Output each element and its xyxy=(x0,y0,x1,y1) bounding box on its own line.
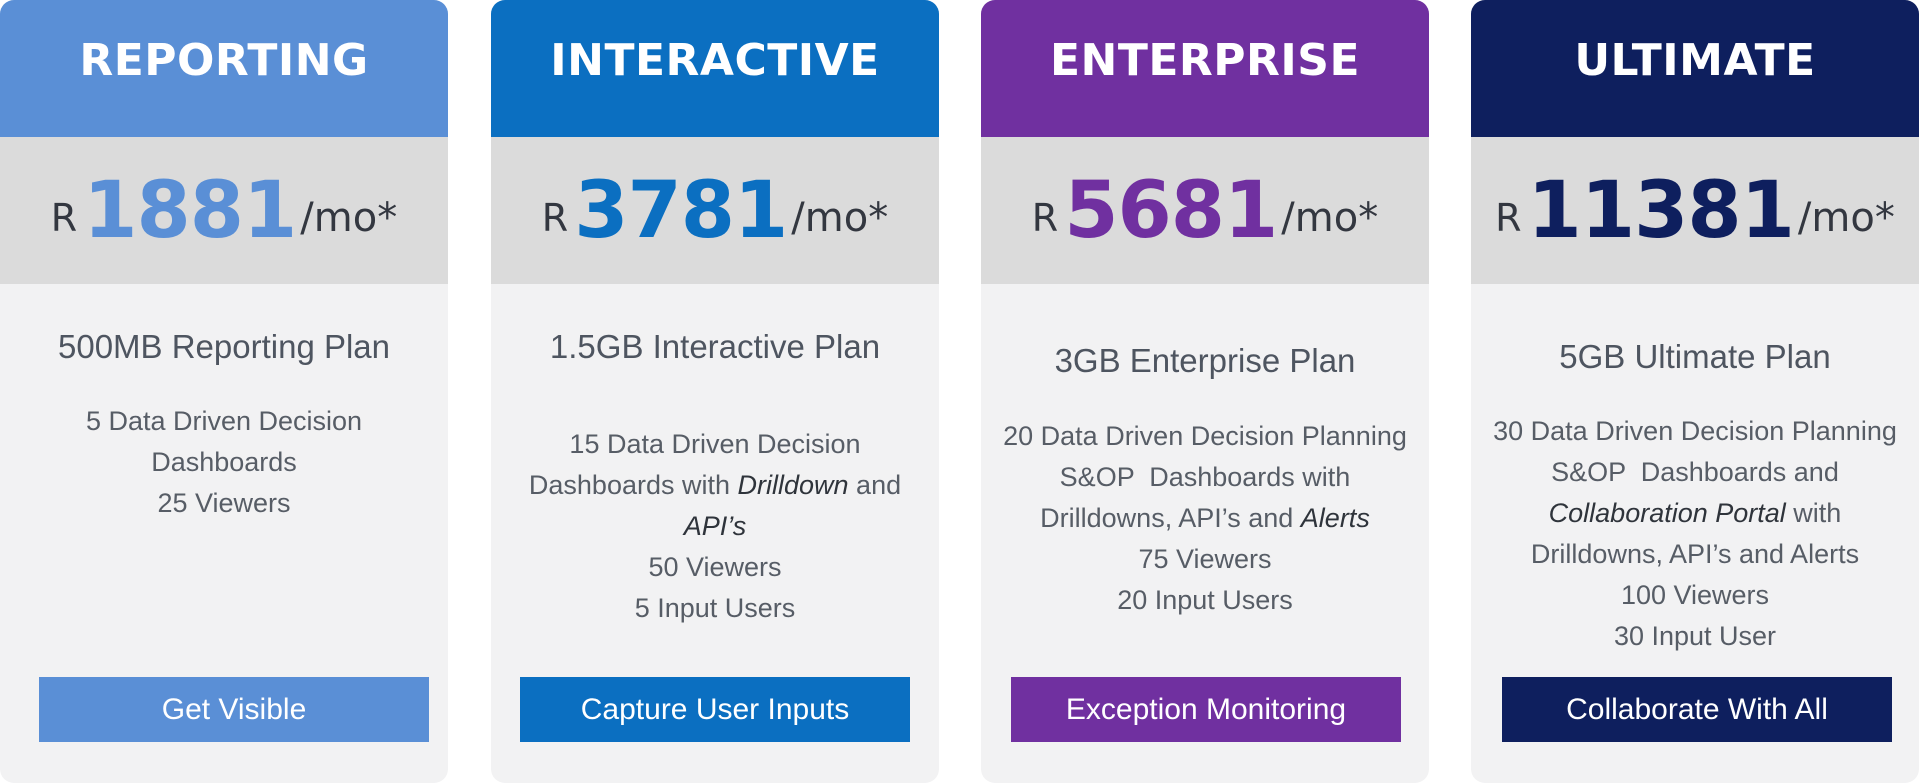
feature-text: Drilldowns, API’s and xyxy=(1040,503,1301,533)
feature-line: 25 Viewers xyxy=(157,488,291,518)
feature-line: Dashboards xyxy=(151,447,297,477)
feature-line: Drilldowns, API’s and Alerts xyxy=(981,498,1429,539)
price-enterprise: R 5681 /mo* xyxy=(981,137,1429,284)
price-amount: 3781 xyxy=(574,165,788,256)
plan-name-reporting: 500MB Reporting Plan xyxy=(57,328,391,365)
plan-card-reporting: REPORTING R 1881 /mo* 500MB Reporting Pl… xyxy=(0,0,448,783)
feature-text: Dashboards with xyxy=(528,470,738,500)
price-period: /mo* xyxy=(1797,194,1895,241)
price-amount: 5681 xyxy=(1064,165,1278,256)
feature-text: with xyxy=(1785,498,1842,528)
price-period: /mo* xyxy=(791,194,889,241)
price-currency: R xyxy=(1495,195,1522,240)
plan-card-ultimate: ULTIMATE R 11381 /mo* 5GB Ultimate Plan … xyxy=(1471,0,1919,783)
feature-line: 5 Input Users xyxy=(634,593,796,623)
feature-text: and xyxy=(848,470,902,500)
get-visible-button[interactable]: Get Visible xyxy=(39,677,429,742)
price-amount: 11381 xyxy=(1527,165,1795,256)
feature-line: Drilldowns, API’s and Alerts xyxy=(1530,539,1860,569)
feature-emphasis: Drilldown xyxy=(737,470,849,500)
plan-title-reporting: REPORTING xyxy=(0,0,448,137)
plan-title-interactive: INTERACTIVE xyxy=(491,0,939,137)
capture-user-inputs-button[interactable]: Capture User Inputs xyxy=(520,677,910,742)
feature-line: 20 Input Users xyxy=(1117,585,1293,615)
feature-list-reporting: 5 Data Driven Decision Dashboards 25 Vie… xyxy=(0,401,448,524)
feature-line: Dashboards with Drilldown and xyxy=(491,465,939,506)
plan-title-enterprise: ENTERPRISE xyxy=(981,0,1429,137)
price-period: /mo* xyxy=(300,194,398,241)
feature-line: 30 Data Driven Decision Planning xyxy=(1493,416,1897,446)
feature-line: API’s xyxy=(491,506,939,547)
feature-line: Collaboration Portal with xyxy=(1471,493,1919,534)
plan-title-ultimate: ULTIMATE xyxy=(1471,0,1919,137)
feature-list-ultimate: 30 Data Driven Decision Planning S&OP Da… xyxy=(1471,411,1919,657)
feature-line: 5 Data Driven Decision xyxy=(85,406,363,436)
feature-line: S&OP Dashboards and xyxy=(1551,457,1839,487)
price-ultimate: R 11381 /mo* xyxy=(1471,137,1919,284)
plan-name-ultimate: 5GB Ultimate Plan xyxy=(1559,338,1831,375)
price-reporting: R 1881 /mo* xyxy=(0,137,448,284)
price-interactive: R 3781 /mo* xyxy=(491,137,939,284)
feature-line: 30 Input User xyxy=(1613,621,1777,651)
feature-line: S&OP Dashboards with xyxy=(1059,462,1351,492)
feature-line: 100 Viewers xyxy=(1620,580,1770,610)
collaborate-with-all-button[interactable]: Collaborate With All xyxy=(1502,677,1892,742)
feature-emphasis: API’s xyxy=(683,511,747,541)
feature-line: 50 Viewers xyxy=(648,552,782,582)
plan-name-interactive: 1.5GB Interactive Plan xyxy=(549,328,881,365)
feature-emphasis: Alerts xyxy=(1300,503,1370,533)
feature-list-interactive: 15 Data Driven Decision Dashboards with … xyxy=(491,424,939,629)
plan-name-enterprise: 3GB Enterprise Plan xyxy=(1054,342,1356,379)
price-currency: R xyxy=(541,195,569,240)
feature-line: 15 Data Driven Decision xyxy=(569,429,861,459)
plan-card-enterprise: ENTERPRISE R 5681 /mo* 3GB Enterprise Pl… xyxy=(981,0,1429,783)
price-period: /mo* xyxy=(1281,194,1379,241)
exception-monitoring-button[interactable]: Exception Monitoring xyxy=(1011,677,1401,742)
feature-line: 20 Data Driven Decision Planning xyxy=(1003,421,1407,451)
price-currency: R xyxy=(1031,195,1059,240)
feature-line: 75 Viewers xyxy=(1138,544,1272,574)
feature-emphasis: Collaboration Portal xyxy=(1548,498,1786,528)
price-amount: 1881 xyxy=(83,165,297,256)
price-currency: R xyxy=(50,195,78,240)
plan-card-interactive: INTERACTIVE R 3781 /mo* 1.5GB Interactiv… xyxy=(491,0,939,783)
feature-list-enterprise: 20 Data Driven Decision Planning S&OP Da… xyxy=(981,416,1429,621)
